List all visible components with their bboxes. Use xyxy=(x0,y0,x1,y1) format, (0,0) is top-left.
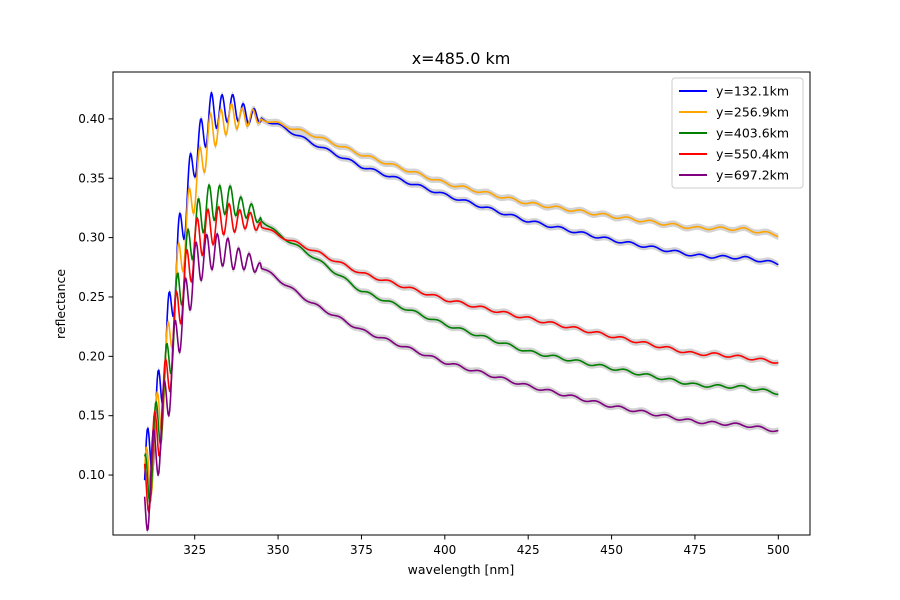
y-axis-ticks: 0.10 0.15 0.20 0.25 0.30 0.35 0.40 xyxy=(78,112,113,482)
series-line-5 xyxy=(143,232,779,532)
legend-box xyxy=(671,77,804,189)
y-tick-label: 0.40 xyxy=(78,112,105,126)
y-tick-label: 0.35 xyxy=(78,171,105,185)
y-tick-label: 0.30 xyxy=(78,231,105,245)
plot-frame xyxy=(112,71,811,536)
y-tick-label: 0.20 xyxy=(78,349,105,363)
y-tick-label: 0.25 xyxy=(78,290,105,304)
x-axis-ticks: 325 350 375 400 425 450 475 500 xyxy=(183,535,790,557)
y-tick-label: 0.15 xyxy=(78,409,105,423)
legend: y=132.1km y=256.9km y=403.6km y=550.4km y=69… xyxy=(671,77,804,189)
legend-label-3: y=403.6km xyxy=(716,126,789,141)
legend-label-2: y=256.9km xyxy=(716,105,789,120)
x-tick-label: 325 xyxy=(183,543,206,557)
x-tick-label: 375 xyxy=(350,543,373,557)
series-line-2 xyxy=(143,102,779,496)
x-axis-label: wavelength [nm] xyxy=(408,562,515,577)
legend-label-4: y=550.4km xyxy=(716,147,789,162)
series-layer xyxy=(143,89,779,534)
y-tick-label: 0.10 xyxy=(78,468,105,482)
chart-title: x=485.0 km xyxy=(412,49,511,68)
series-line-4 xyxy=(143,202,779,514)
legend-label-1: y=132.1km xyxy=(716,84,789,99)
x-tick-label: 400 xyxy=(433,543,456,557)
x-tick-label: 425 xyxy=(517,543,540,557)
x-tick-label: 500 xyxy=(767,543,790,557)
y-axis-label: reflectance xyxy=(53,269,68,339)
x-tick-label: 475 xyxy=(683,543,706,557)
legend-label-5: y=697.2km xyxy=(716,168,789,183)
x-tick-label: 350 xyxy=(267,543,290,557)
series-line-3 xyxy=(143,184,779,505)
x-tick-label: 450 xyxy=(600,543,623,557)
legend-items: y=132.1km y=256.9km y=403.6km y=550.4km y=69… xyxy=(679,84,789,183)
